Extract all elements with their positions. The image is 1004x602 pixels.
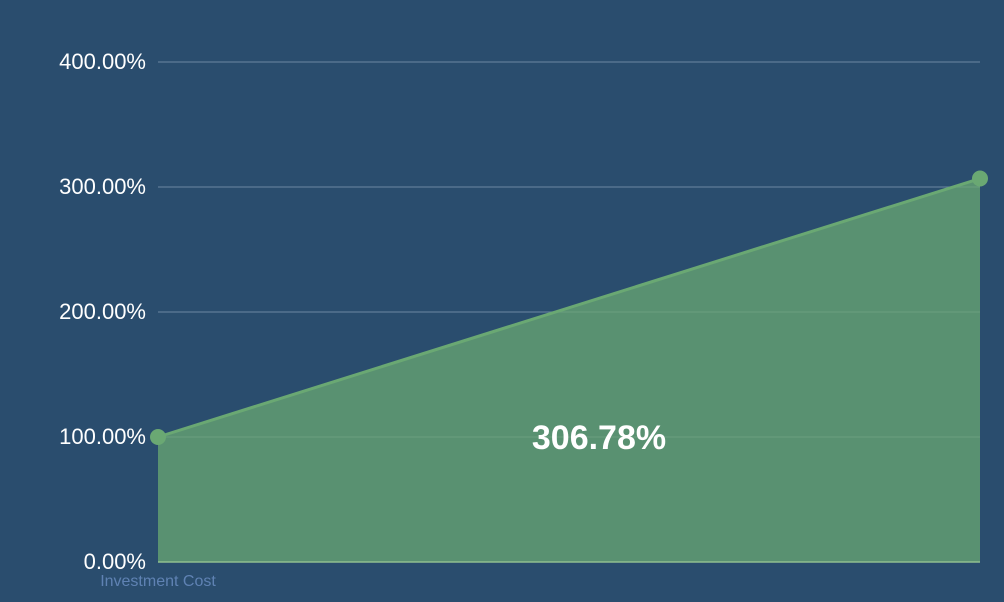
area bbox=[158, 178, 980, 562]
y-tick-label: 400.00% bbox=[59, 49, 146, 74]
point bbox=[150, 429, 166, 445]
plot bbox=[150, 170, 988, 563]
annotation: 306.78% bbox=[532, 419, 666, 457]
labels: 0.00% 100.00% 200.00% 300.00% 400.00% Investm… bbox=[59, 49, 666, 590]
y-tick-label: 0.00% bbox=[84, 549, 146, 574]
y-tick-label: 100.00% bbox=[59, 424, 146, 449]
line bbox=[157, 177, 981, 439]
x-tick-label: Investment Cost bbox=[100, 573, 216, 590]
point bbox=[972, 170, 988, 187]
y-tick-label: 200.00% bbox=[59, 299, 146, 324]
y-tick-label: 300.00% bbox=[59, 174, 146, 199]
